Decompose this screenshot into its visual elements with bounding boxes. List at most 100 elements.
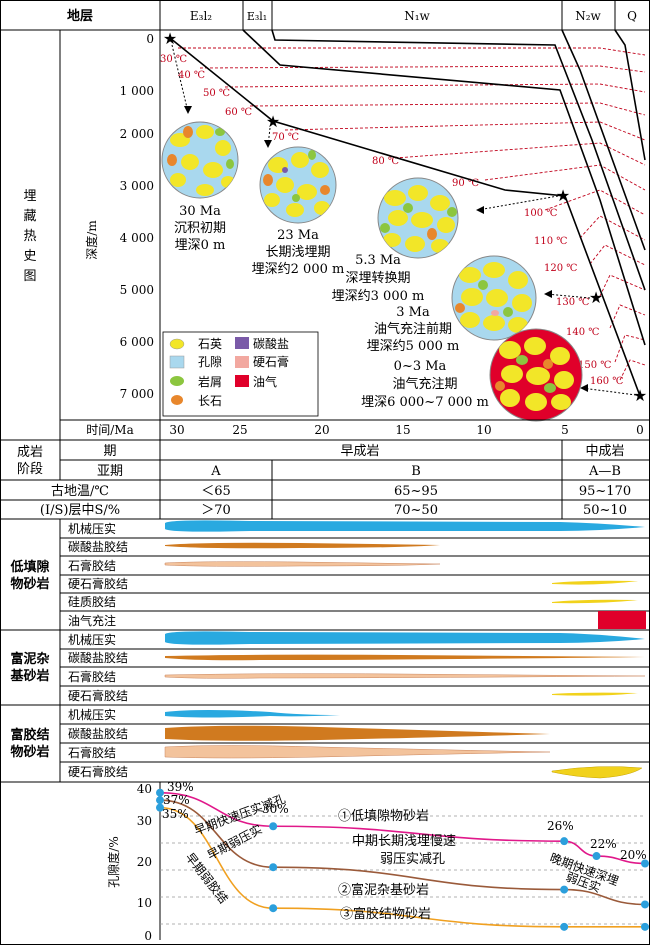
- stage-caption-30ma: 30 Ma 沉积初期 埋深0 m: [174, 204, 226, 253]
- stage-name: 油气充注期: [392, 376, 457, 392]
- time-tick: 10: [476, 423, 491, 437]
- legend-swatch-lithic: [170, 376, 184, 386]
- stage-row-label-1: 成岩: [17, 445, 43, 460]
- bar-compaction: [165, 631, 645, 645]
- burial-side-char-4: 图: [23, 269, 36, 284]
- porosity-point: [156, 803, 164, 812]
- substage-a: A: [210, 464, 221, 479]
- point-label: 30%: [262, 802, 289, 816]
- legend-label: 碳酸盐: [253, 336, 289, 351]
- unit-n2w: N₂w: [575, 9, 601, 23]
- process-label: 机械压实: [68, 521, 116, 536]
- stage-name: 沉积初期: [174, 221, 226, 236]
- time-tick: 5: [561, 423, 569, 437]
- diagenesis-table-grid: [0, 440, 650, 520]
- star-icon: ★: [163, 29, 177, 48]
- time-tick: 0: [636, 423, 644, 437]
- process-bars: [164, 520, 646, 779]
- stage-caption-0-3ma: 0~3 Ma 油气充注期 埋深6 000~7 000 m: [361, 359, 489, 410]
- porosity-line-3: [159, 806, 645, 928]
- stage-depth: 埋深约2 000 m: [252, 262, 345, 277]
- thin-section-3ma: [451, 255, 537, 341]
- burial-side-char-0: 埋: [23, 189, 36, 204]
- process-labels: 机械压实 碳酸盐胶结 石膏胶结 硬石膏胶结 硅质胶结 油气充注 机械压实 碳酸盐…: [68, 521, 128, 779]
- depth-tick: 1 000: [120, 84, 154, 98]
- star-icon: ★: [266, 112, 280, 131]
- stage-age: 5.3 Ma: [355, 253, 401, 268]
- point-label: 39%: [167, 780, 194, 794]
- is-b: 70~50: [394, 503, 438, 518]
- group-label-line: 低填隙: [9, 559, 49, 575]
- series-label-3: ③富胶结物砂岩: [340, 906, 431, 922]
- star-icon: ★: [589, 288, 603, 307]
- is-ab: 50~10: [583, 503, 627, 518]
- bar-carbonate: [165, 725, 550, 741]
- process-grid: [0, 519, 650, 783]
- unit-n1w: N₁w: [404, 9, 430, 23]
- porosity-point: [269, 904, 278, 913]
- porosity-point: [641, 922, 649, 931]
- point-label: 26%: [547, 819, 574, 833]
- isotherm-label: 150 ℃: [578, 360, 611, 371]
- legend-label: 油气: [253, 374, 277, 389]
- porosity-point: [592, 852, 601, 861]
- isotherm-label: 140 ℃: [566, 327, 599, 338]
- bar-carbonate: [165, 542, 440, 549]
- bar-anhydrite: [551, 766, 643, 779]
- group-label-line: 物砂岩: [10, 576, 49, 592]
- bar-compaction: [165, 520, 645, 532]
- porosity-point: [641, 859, 649, 868]
- unit-q: Q: [627, 9, 637, 23]
- series-label-1: ①低填隙物砂岩: [338, 809, 429, 824]
- stage-caption-5-3ma: 5.3 Ma 深埋转换期 埋深约3 000 m: [332, 253, 425, 304]
- star-icon: ★: [633, 386, 647, 405]
- isotherm-label: 70 ℃: [272, 132, 299, 143]
- paleo-temp-a: ＜65: [201, 484, 231, 499]
- process-label: 硬石膏胶结: [68, 764, 128, 779]
- thin-section-0-3ma: [489, 328, 583, 422]
- porosity-point: [156, 788, 164, 797]
- paleo-temp-label: 古地温/℃: [51, 484, 109, 499]
- burial-side-char-1: 藏: [23, 209, 36, 224]
- arrow-heads: [184, 106, 588, 392]
- stage-caption-23ma: 23 Ma 长期浅埋期 埋深约2 000 m: [252, 228, 345, 277]
- isotherm-label: 160 ℃: [590, 376, 623, 387]
- depth-tick: 5 000: [120, 283, 154, 297]
- thin-section-23ma: [259, 146, 337, 224]
- porosity-line-2: [159, 799, 646, 906]
- annotation-early-weak-cementation: 早期弱胶结: [183, 850, 232, 907]
- time-axis: [0, 419, 650, 441]
- annotation-mid-slow-2: 弱压实减孔: [380, 852, 445, 867]
- time-ticks: 30 25 20 15 10 5 0: [169, 423, 643, 437]
- process-label: 碳酸盐胶结: [68, 650, 128, 665]
- depth-tick: 2 000: [120, 127, 154, 141]
- is-label: (I/S)层中S/%: [40, 503, 120, 518]
- subperiod-label: 亚期: [97, 464, 123, 479]
- isotherm-label: 100 ℃: [524, 208, 557, 219]
- process-label: 碳酸盐胶结: [68, 539, 128, 554]
- process-group-cement-rich: 富胶结 物砂岩: [10, 727, 49, 760]
- substage-ab: A—B: [588, 464, 621, 479]
- legend-swatch-quartz: [169, 338, 185, 350]
- unit-e3l2: E₃l₂: [190, 9, 212, 23]
- isotherm-label: 30 ℃: [160, 54, 187, 65]
- stage-depth: 埋深约3 000 m: [332, 289, 425, 304]
- legend-swatch-pore: [169, 355, 185, 369]
- thin-section-30ma: [161, 121, 239, 199]
- process-label: 石膏胶结: [68, 745, 116, 760]
- point-label: 22%: [590, 837, 617, 851]
- group-label-line: 物砂岩: [10, 744, 49, 760]
- strata-label: 地层: [67, 8, 93, 24]
- isotherm-label: 60 ℃: [225, 107, 252, 118]
- depth-axis-label: 深度/m: [84, 220, 99, 260]
- time-tick: 25: [232, 423, 247, 437]
- porosity-point-labels: 39% 37% 35% 30% 26% 22% 20%: [162, 780, 647, 862]
- stage-age: 30 Ma: [179, 204, 221, 219]
- isotherm-label: 80 ℃: [372, 156, 399, 167]
- stage-name: 深埋转换期: [345, 271, 410, 286]
- depth-tick: 6 000: [120, 335, 154, 349]
- mid-diagenesis: 中成岩: [585, 444, 624, 459]
- legend-swatch-feldspar: [171, 395, 183, 405]
- process-label: 油气充注: [68, 613, 116, 628]
